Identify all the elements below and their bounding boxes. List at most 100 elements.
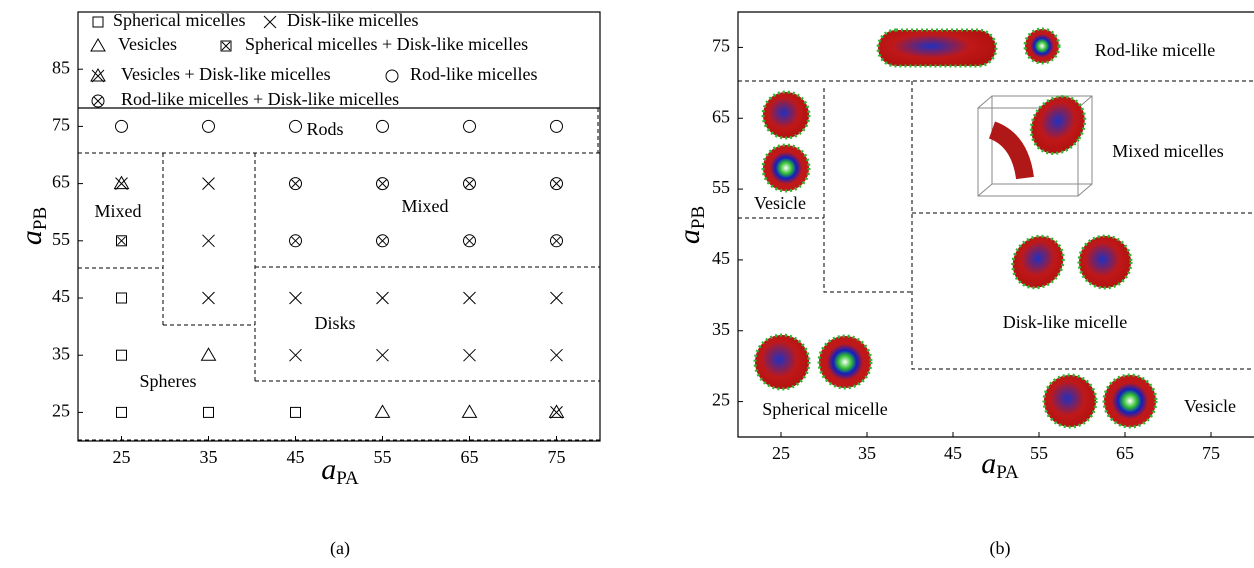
region-label: Disk-like micelle bbox=[1003, 312, 1127, 332]
micelle-renders bbox=[753, 27, 1158, 429]
legend-label: Disk-like micelles bbox=[287, 10, 418, 30]
legend-marker bbox=[90, 68, 106, 83]
legend-marker bbox=[385, 69, 399, 83]
legend-label: Spherical micelles bbox=[113, 10, 245, 30]
marker-part bbox=[289, 348, 302, 362]
marker-part bbox=[548, 404, 565, 418]
region-label: Vesicle bbox=[1184, 396, 1236, 416]
marker-part bbox=[91, 94, 105, 108]
marker bbox=[550, 177, 563, 191]
x-tick-label: 65 bbox=[461, 447, 479, 467]
marker bbox=[290, 406, 301, 418]
marker-part bbox=[116, 349, 127, 361]
y-tick-label: 35 bbox=[712, 319, 730, 339]
marker-part bbox=[376, 119, 389, 133]
marker-part bbox=[376, 348, 389, 362]
marker bbox=[376, 234, 389, 248]
x-tick-label: 75 bbox=[1202, 443, 1220, 463]
region-label: Rods bbox=[306, 119, 343, 139]
marker bbox=[115, 119, 128, 133]
marker-part bbox=[550, 234, 563, 248]
marker bbox=[463, 348, 476, 362]
x-tick-label: 65 bbox=[1116, 443, 1134, 463]
marker-part bbox=[463, 234, 476, 248]
marker-part bbox=[550, 406, 563, 419]
legend-marker bbox=[220, 40, 232, 52]
x-tick-label: 25 bbox=[772, 443, 790, 463]
marker bbox=[200, 347, 217, 361]
x-tick-label: 35 bbox=[200, 447, 218, 467]
region-label: Vesicle bbox=[754, 193, 806, 213]
marker bbox=[376, 348, 389, 362]
marker-part bbox=[550, 177, 563, 191]
y-tick-label: 65 bbox=[52, 172, 70, 192]
marker-part bbox=[116, 406, 127, 418]
rod-render bbox=[988, 121, 1034, 180]
marker-part bbox=[550, 348, 563, 362]
x-tick-label: 45 bbox=[944, 443, 962, 463]
region-label: Rod-like micelle bbox=[1095, 40, 1215, 60]
marker bbox=[463, 234, 476, 248]
plot-frame bbox=[737, 11, 1254, 438]
marker-part bbox=[374, 404, 391, 418]
marker bbox=[376, 177, 389, 191]
marker bbox=[116, 406, 127, 418]
sphere-render bbox=[1042, 373, 1098, 429]
marker-part bbox=[552, 179, 561, 188]
vesicle-render bbox=[817, 334, 873, 390]
y-axis-label-main: a bbox=[673, 229, 706, 244]
marker bbox=[550, 291, 563, 305]
rod-render bbox=[876, 28, 998, 68]
marker-part bbox=[289, 291, 302, 305]
marker bbox=[113, 175, 130, 190]
marker-part bbox=[115, 177, 128, 190]
marker bbox=[202, 119, 215, 133]
rod-end-render bbox=[1023, 27, 1061, 65]
marker-part bbox=[376, 291, 389, 305]
marker-part bbox=[463, 177, 476, 191]
marker-part bbox=[465, 179, 474, 188]
marker bbox=[203, 406, 214, 418]
marker bbox=[116, 349, 127, 361]
marker bbox=[463, 119, 476, 133]
marker-part bbox=[263, 15, 277, 29]
marker-part bbox=[385, 69, 399, 83]
legend-label: Rod-like micelles + Disk-like micelles bbox=[121, 89, 399, 109]
marker-part bbox=[90, 38, 106, 52]
y-tick-label: 45 bbox=[712, 248, 730, 268]
marker-part bbox=[92, 16, 104, 28]
x-axis-label: aPA bbox=[321, 453, 359, 489]
marker-part bbox=[93, 96, 103, 106]
y-axis-label: aPB bbox=[15, 207, 51, 245]
disk-render bbox=[1011, 234, 1065, 290]
y-axis-label-sub: PB bbox=[30, 207, 51, 230]
marker-part bbox=[115, 119, 128, 133]
legend-label: Vesicles + Disk-like micelles bbox=[121, 64, 331, 84]
y-tick-label: 85 bbox=[52, 57, 70, 77]
marker-part bbox=[202, 177, 215, 190]
sphere-render bbox=[753, 333, 811, 391]
disk-render bbox=[1077, 234, 1133, 290]
legend-marker bbox=[90, 38, 106, 52]
x-tick-label: 55 bbox=[374, 447, 392, 467]
marker-part bbox=[550, 291, 563, 305]
y-tick-label: 55 bbox=[52, 229, 70, 249]
marker bbox=[376, 119, 389, 133]
vesicle-render bbox=[1102, 373, 1158, 429]
y-tick-label: 55 bbox=[712, 177, 730, 197]
x-tick-label: 35 bbox=[858, 443, 876, 463]
y-tick-label: 65 bbox=[712, 106, 730, 126]
panel-b-regions bbox=[737, 11, 1254, 438]
marker-part bbox=[202, 291, 215, 305]
disk-render bbox=[1029, 95, 1087, 155]
panel-caption: (a) bbox=[330, 538, 350, 559]
x-tick-label: 25 bbox=[113, 447, 131, 467]
y-tick-label: 45 bbox=[52, 286, 70, 306]
marker bbox=[202, 291, 215, 305]
vesicle-render bbox=[761, 143, 811, 193]
y-axis-label-main: a bbox=[15, 230, 48, 245]
plot-frame bbox=[77, 11, 601, 442]
marker-part bbox=[550, 119, 563, 133]
marker-part bbox=[202, 234, 215, 248]
panel-caption: (b) bbox=[990, 538, 1011, 559]
